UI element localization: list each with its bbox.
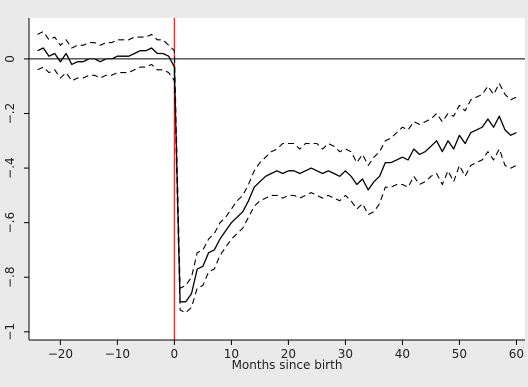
x-tick-label: 30 — [338, 347, 353, 361]
series-estimate-line — [37, 47, 517, 303]
x-tick-label: 60 — [509, 347, 524, 361]
series-confidence-line-2 — [37, 63, 517, 314]
y-tick-label: −.4 — [3, 157, 17, 179]
y-tick-label: −1 — [3, 323, 17, 341]
x-tick-label: 10 — [224, 347, 239, 361]
y-tick-label: −.6 — [3, 212, 17, 234]
y-tick-label: −.8 — [3, 266, 17, 288]
y-tick-label: −.2 — [3, 103, 17, 125]
x-tick-label: 50 — [452, 347, 467, 361]
y-tick-label: 0 — [3, 55, 17, 63]
x-tick-label: 20 — [281, 347, 296, 361]
x-ticks: −20 −10 0 10 20 30 40 50 60 — [48, 340, 524, 361]
x-axis-title: Months since birth — [232, 358, 343, 372]
x-tick-label: −10 — [105, 347, 130, 361]
y-ticks: 0 −.2 −.4 −.6 −.8 −1 — [3, 55, 29, 341]
plot-area — [29, 18, 525, 340]
x-tick-label: −20 — [48, 347, 73, 361]
x-tick-label: 0 — [171, 347, 179, 361]
axes: −20 −10 0 10 20 30 40 50 60 0 −.2 −.4 −.6 −.8 −1 Mont… — [3, 18, 525, 372]
series-group — [37, 31, 517, 314]
x-tick-label: 40 — [395, 347, 410, 361]
